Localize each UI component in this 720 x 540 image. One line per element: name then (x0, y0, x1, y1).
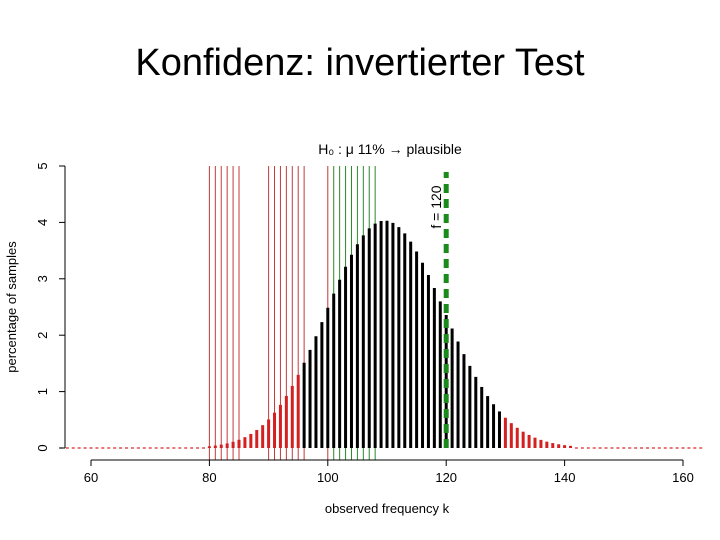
x-tick-label: 100 (317, 470, 339, 485)
y-tick-label: 4 (35, 219, 50, 226)
chart-title: H₀ : μ 11% → plausible (318, 141, 462, 157)
y-tick-label: 0 (35, 444, 50, 451)
y-ticks: 0 1 2 3 4 5 (35, 162, 65, 452)
x-tick-label: 140 (554, 470, 576, 485)
x-tick-label: 160 (672, 470, 694, 485)
x-ticks: 60 80 100 120 140 160 (84, 460, 694, 485)
bars (59, 220, 703, 449)
y-axis-label: percentage of samples (4, 241, 19, 373)
y-tick-label: 3 (35, 275, 50, 282)
y-tick-label: 2 (35, 332, 50, 339)
y-tick-label: 1 (35, 388, 50, 395)
observed-line-label: f = 120 (428, 185, 444, 228)
x-tick-label: 80 (202, 470, 216, 485)
axes (64, 166, 683, 461)
x-axis-label: observed frequency k (325, 501, 450, 516)
slide-title: Konfidenz: invertierter Test (135, 42, 585, 84)
x-tick-label: 120 (435, 470, 457, 485)
y-tick-label: 5 (35, 162, 50, 169)
x-tick-label: 60 (84, 470, 98, 485)
